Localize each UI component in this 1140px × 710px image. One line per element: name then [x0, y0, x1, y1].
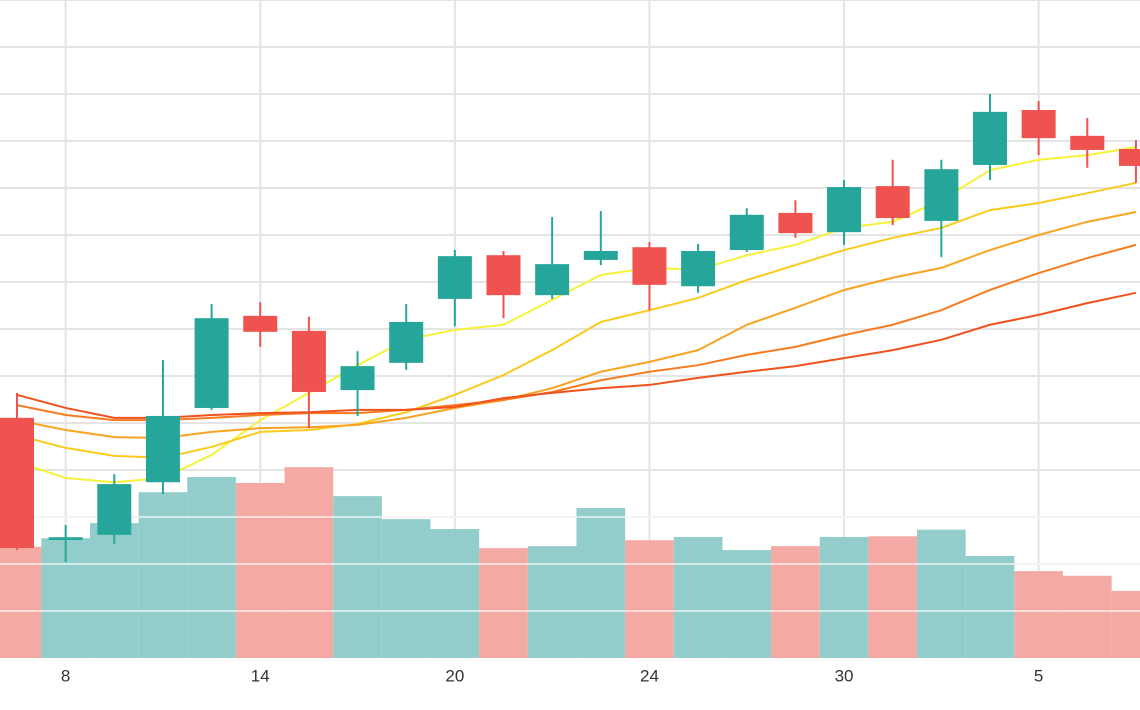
x-tick-label: 24 [640, 666, 659, 685]
volume-bar [771, 546, 820, 658]
moving-average-line [16, 181, 1137, 459]
x-tick-label: 8 [61, 666, 70, 685]
volume-bar [868, 536, 918, 658]
candle-body [729, 214, 764, 251]
candle-body [632, 247, 667, 285]
volume-bar [1111, 590, 1140, 658]
candle-body [875, 186, 910, 219]
volume-bar [527, 546, 577, 658]
volume-bar [965, 556, 1015, 658]
candle-body [778, 212, 813, 234]
moving-average-line [16, 146, 1137, 484]
candle-body [340, 366, 375, 391]
candle-body [583, 250, 618, 260]
x-tick-label: 20 [445, 666, 464, 685]
volume-bar [1062, 575, 1112, 658]
candle-body [437, 256, 472, 299]
volume-bar [673, 536, 723, 658]
volume-bar [625, 540, 674, 658]
candle-body [973, 111, 1007, 165]
candle-body [1070, 135, 1105, 150]
volume-bar [0, 546, 42, 658]
candle-body [535, 264, 570, 296]
candle-body [1118, 148, 1140, 166]
volume-bar [819, 536, 869, 658]
volume-bar [235, 482, 285, 658]
candle-body [1021, 109, 1056, 139]
candle-body [243, 315, 278, 332]
volume-bar [381, 519, 431, 658]
candle-body [194, 318, 229, 408]
x-tick-label: 5 [1034, 666, 1043, 685]
volume-bar [576, 507, 626, 658]
volume-bar [284, 467, 334, 658]
candle-body [0, 417, 34, 549]
volume-bar [333, 496, 382, 658]
candle-body [681, 250, 716, 287]
candle-body [291, 330, 326, 392]
volume-bar [1014, 571, 1063, 658]
x-tick-label: 14 [251, 666, 270, 685]
moving-average-line [16, 291, 1137, 419]
candle-body [145, 415, 180, 483]
volume-bar [917, 529, 966, 658]
candle-body [48, 537, 83, 541]
volume-bar [722, 550, 772, 658]
candle-body [486, 255, 521, 296]
volume-bar [187, 477, 236, 658]
volume-bar [430, 529, 480, 658]
candle-body [924, 169, 959, 221]
volume-bar [138, 492, 188, 658]
moving-average-line [16, 243, 1137, 422]
candle-body [389, 321, 424, 363]
volume-bar [89, 523, 139, 658]
volume-bar [479, 548, 528, 658]
candle-body [97, 484, 132, 535]
candle-body [827, 187, 862, 233]
moving-average-line [16, 210, 1137, 440]
x-tick-label: 30 [835, 666, 854, 685]
